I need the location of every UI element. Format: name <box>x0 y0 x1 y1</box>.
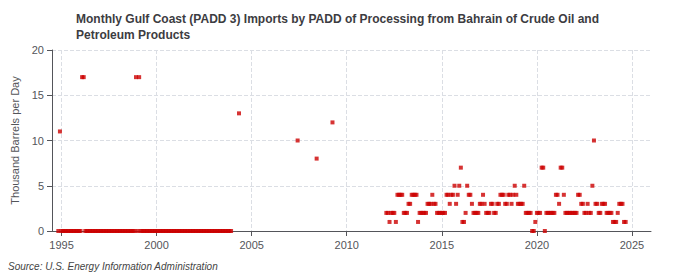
svg-text:1995: 1995 <box>49 239 73 251</box>
svg-text:Thousand Barrels per Day: Thousand Barrels per Day <box>9 76 21 205</box>
svg-text:2010: 2010 <box>335 239 359 251</box>
svg-text:5: 5 <box>38 180 44 192</box>
svg-text:2025: 2025 <box>620 239 644 251</box>
svg-text:2020: 2020 <box>525 239 549 251</box>
svg-text:Monthly Gulf Coast (PADD 3) Im: Monthly Gulf Coast (PADD 3) Imports by P… <box>76 12 599 26</box>
svg-text:2015: 2015 <box>430 239 454 251</box>
svg-text:10: 10 <box>32 135 44 147</box>
svg-text:0: 0 <box>38 225 44 237</box>
svg-text:Petroleum Products: Petroleum Products <box>76 28 190 42</box>
svg-text:20: 20 <box>32 44 44 56</box>
svg-text:Source: U.S. Energy Informatio: Source: U.S. Energy Information Administ… <box>8 261 218 272</box>
svg-text:2005: 2005 <box>239 239 263 251</box>
svg-text:15: 15 <box>32 89 44 101</box>
svg-text:2000: 2000 <box>144 239 168 251</box>
